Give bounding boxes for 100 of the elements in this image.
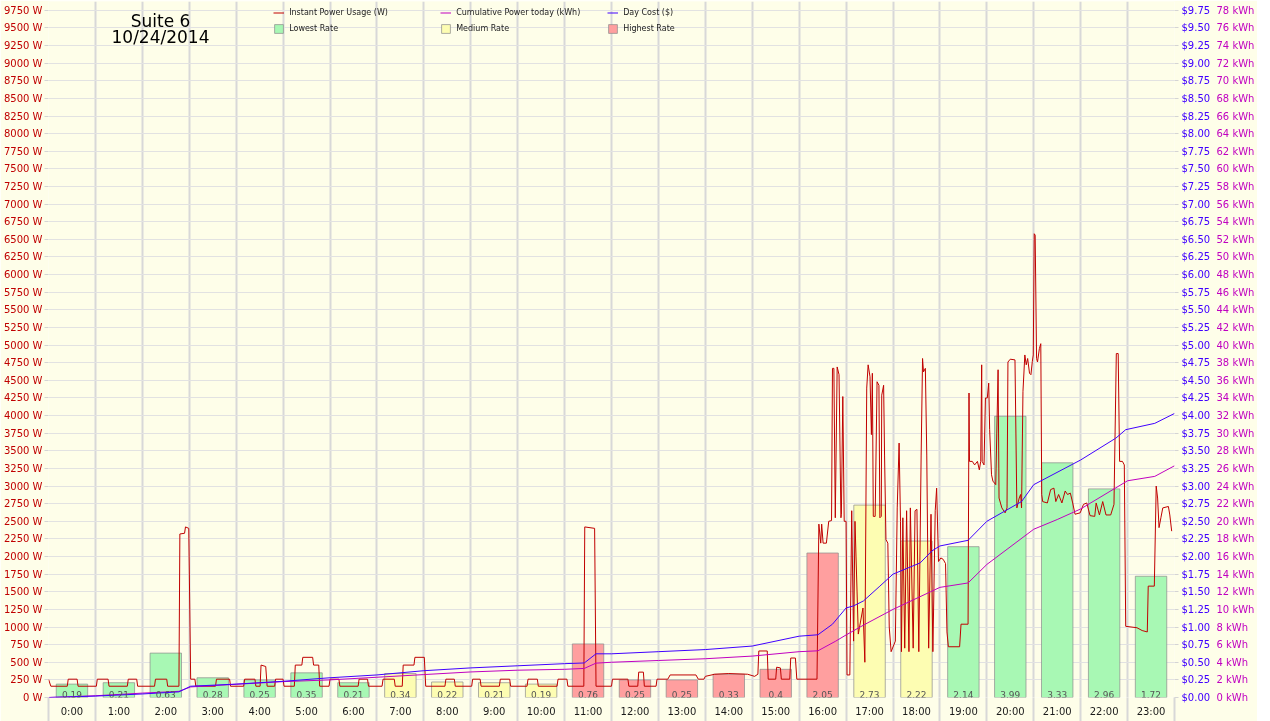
data-label: 0.21 (343, 689, 364, 700)
y2-tick-label: $3.00 (1181, 480, 1211, 492)
y2-tick-label: $1.50 (1181, 586, 1211, 598)
y3-tick-label: 76 kWh (1216, 22, 1255, 34)
y3-tick-label: 36 kWh (1216, 374, 1255, 386)
y-tick-label: 5250 W (3, 321, 43, 333)
data-label: 0.35 (296, 689, 317, 700)
y3-tick-label: 64 kWh (1216, 128, 1255, 140)
y2-tick-label: $9.00 (1181, 57, 1211, 69)
y2-tick-label: $3.50 (1181, 445, 1211, 457)
x-tick-label: 4:00 (248, 705, 271, 717)
x-tick-label: 14:00 (714, 705, 744, 717)
x-tick-label: 13:00 (667, 705, 697, 717)
x-tick-label: 9:00 (482, 705, 506, 717)
y2-tick-label: $7.50 (1181, 163, 1211, 175)
y-tick-label: 2750 W (3, 498, 43, 510)
y2-tick-label: $5.75 (1181, 286, 1211, 298)
y3-tick-label: 44 kWh (1216, 304, 1255, 316)
x-tick-label: 7:00 (389, 705, 412, 717)
y-tick-label: 1250 W (3, 603, 43, 615)
y-tick-label: 1000 W (3, 621, 43, 633)
y-tick-label: 8000 W (3, 128, 43, 140)
bar (947, 546, 980, 698)
y-tick-label: 6500 W (3, 233, 43, 245)
y2-tick-label: $4.25 (1181, 392, 1211, 404)
y-tick-label: 9750 W (3, 4, 43, 16)
y3-tick-label: 70 kWh (1216, 75, 1255, 87)
x-tick-label: 20:00 (995, 705, 1025, 717)
x-tick-label: 19:00 (948, 705, 978, 717)
y2-tick-label: $0.25 (1181, 674, 1211, 686)
y2-tick-label: $6.25 (1181, 251, 1211, 263)
y3-tick-label: 50 kWh (1216, 251, 1255, 263)
y3-tick-label: 54 kWh (1216, 216, 1255, 228)
y2-tick-label: $4.75 (1181, 357, 1211, 369)
data-label: 0.19 (531, 689, 552, 700)
y2-tick-label: $1.00 (1181, 621, 1211, 633)
legend-label: Instant Power Usage (W) (289, 7, 389, 18)
y-tick-label: 1500 W (3, 586, 43, 598)
y-tick-label: 3000 W (3, 480, 43, 492)
y-tick-label: 8250 W (3, 110, 43, 122)
y3-tick-label: 22 kWh (1216, 498, 1255, 510)
data-label: 2.96 (1094, 689, 1115, 700)
y-tick-label: 2000 W (3, 551, 43, 563)
y3-tick-label: 78 kWh (1216, 4, 1255, 16)
y3-tick-label: 66 kWh (1216, 110, 1255, 122)
y-tick-label: 3500 W (3, 445, 43, 457)
data-label: 0.76 (578, 689, 599, 700)
y2-tick-label: $5.25 (1181, 321, 1211, 333)
y3-tick-label: 28 kWh (1216, 445, 1255, 457)
bar (1134, 575, 1168, 698)
line-series (48, 233, 1173, 687)
x-tick-label: 18:00 (902, 705, 931, 717)
bar (994, 415, 1027, 698)
bar (806, 552, 839, 698)
y2-tick-label: $6.00 (1181, 269, 1211, 281)
y-tick-label: 2250 W (3, 533, 43, 545)
y2-tick-label: $2.50 (1181, 515, 1211, 527)
y2-tick-label: $8.00 (1181, 128, 1211, 140)
x-tick-label: 5:00 (295, 705, 318, 717)
x-tick-label: 17:00 (855, 705, 884, 717)
y2-tick-label: $2.75 (1181, 498, 1211, 510)
y3-tick-label: 12 kWh (1216, 586, 1255, 598)
y3-tick-label: 72 kWh (1216, 57, 1255, 69)
y3-tick-label: 10 kWh (1216, 603, 1255, 615)
legend-label: Highest Rate (623, 23, 676, 34)
y3-tick-label: 8 kWh (1216, 621, 1249, 633)
y3-tick-label: 2 kWh (1216, 674, 1249, 686)
x-tick-label: 11:00 (573, 705, 603, 717)
x-tick-label: 21:00 (1042, 705, 1072, 717)
y3-tick-label: 68 kWh (1216, 92, 1255, 104)
x-tick-label: 0:00 (60, 705, 84, 717)
legend-label: Medium Rate (456, 23, 511, 34)
x-tick-label: 22:00 (1089, 705, 1119, 717)
y-tick-label: 5750 W (3, 286, 43, 298)
y-tick-label: 7750 W (3, 145, 43, 157)
y-tick-label: 0 W (23, 692, 43, 703)
x-tick-label: 2:00 (154, 705, 178, 717)
y2-tick-label: $1.25 (1181, 603, 1211, 615)
data-label: 3.33 (1047, 689, 1068, 700)
y3-tick-label: 0 kWh (1216, 692, 1249, 703)
y-tick-label: 750 W (10, 639, 43, 651)
y-tick-label: 4500 W (3, 374, 43, 386)
y3-tick-label: 52 kWh (1216, 233, 1255, 245)
x-tick-label: 12:00 (620, 705, 650, 717)
legend-label: Lowest Rate (289, 23, 340, 34)
y2-tick-label: $9.75 (1181, 4, 1211, 16)
y-tick-label: 6750 W (3, 216, 43, 228)
y2-tick-label: $6.50 (1181, 233, 1211, 245)
x-tick-label: 6:00 (342, 705, 365, 717)
y3-tick-label: 18 kWh (1216, 533, 1255, 545)
y3-tick-label: 32 kWh (1216, 410, 1255, 422)
y2-tick-label: $8.50 (1181, 92, 1211, 104)
x-tick-label: 16:00 (808, 705, 838, 717)
data-label: 0.25 (624, 689, 645, 700)
x-tick-label: 23:00 (1136, 705, 1166, 717)
data-label: 0.22 (437, 689, 458, 700)
x-tick-label: 10:00 (526, 705, 556, 717)
y2-tick-label: $3.25 (1181, 462, 1211, 474)
y2-tick-label: $7.00 (1181, 198, 1211, 210)
y2-tick-label: $0.50 (1181, 656, 1211, 668)
